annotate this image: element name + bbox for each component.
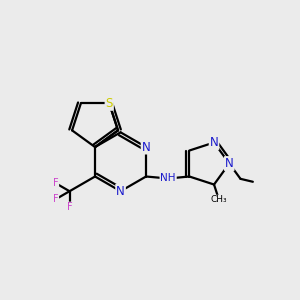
Text: CH₃: CH₃ — [210, 196, 227, 205]
Text: S: S — [106, 97, 113, 110]
Text: F: F — [67, 202, 72, 212]
Text: N: N — [210, 136, 218, 149]
Text: F: F — [53, 194, 58, 204]
Text: N: N — [225, 157, 234, 170]
Text: F: F — [53, 178, 58, 188]
Text: N: N — [116, 185, 125, 198]
Text: N: N — [142, 141, 150, 154]
Text: NH: NH — [160, 173, 176, 183]
